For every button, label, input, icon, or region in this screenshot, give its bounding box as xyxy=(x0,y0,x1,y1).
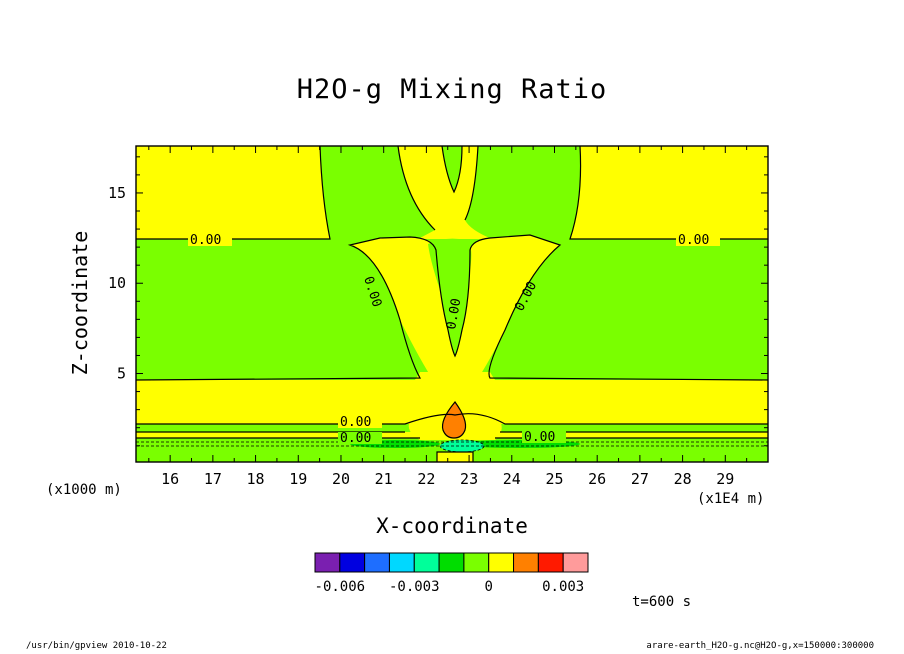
x-scale-label: (x1E4 m) xyxy=(697,491,765,507)
chart-title: H2O-g Mixing Ratio xyxy=(296,74,608,105)
contour-label: 0.00 xyxy=(340,431,371,446)
clabel-bg-2 xyxy=(676,232,720,246)
y-tick-label: 5 xyxy=(117,365,126,383)
plot-frame xyxy=(135,145,769,463)
colorbar-swatch xyxy=(413,552,440,573)
colorbar-swatch xyxy=(364,552,390,573)
contour-label: 0.00 xyxy=(340,415,371,430)
colorbar-label: -0.006 xyxy=(315,579,366,595)
x-tick-label: 27 xyxy=(631,470,649,488)
contour-line-top-tongue xyxy=(441,146,463,194)
x-axis: 16 17 18 19 20 21 22 23 24 25 26 27 28 29 xyxy=(148,146,748,488)
x-tick-label: 20 xyxy=(332,470,350,488)
fill-yellow-v-base xyxy=(390,372,520,405)
contour-line-2.4km xyxy=(136,413,768,425)
fill-green-upper-column xyxy=(320,146,435,239)
x-tick-label: 22 xyxy=(417,470,435,488)
colorbar-swatch xyxy=(388,552,415,573)
contour-label: 0.00 xyxy=(678,233,709,248)
x-tick-label: 24 xyxy=(503,470,521,488)
clabel-bg-5 xyxy=(522,431,566,443)
contour-label: 0.00 xyxy=(190,233,221,248)
colorbar-swatch xyxy=(438,552,465,573)
clabel-bg-4 xyxy=(338,432,382,444)
colorbar-label: 0 xyxy=(485,579,493,595)
contour-line-5km xyxy=(136,234,768,381)
x-tick-label: 26 xyxy=(588,470,606,488)
x-unit-label: (x1000 m) xyxy=(46,482,122,498)
x-tick-label: 16 xyxy=(161,470,179,488)
x-tick-label: 18 xyxy=(247,470,265,488)
time-label: t=600 s xyxy=(632,594,692,610)
fill-green-upper-column-right xyxy=(465,146,581,239)
contour-dashed-center xyxy=(439,439,485,453)
fill-yellow-bottom-patch xyxy=(437,452,473,462)
y-tick-label: 10 xyxy=(108,274,126,292)
contour-lines-dashed xyxy=(136,439,768,453)
colorbar-swatch xyxy=(463,552,490,573)
footer-source: arare-earth_H2O-g.nc@H2O-g,x=150000:3000… xyxy=(646,641,874,651)
colorbar-swatch xyxy=(513,552,539,573)
colorbar-swatch xyxy=(537,552,564,573)
x-tick-label: 25 xyxy=(545,470,563,488)
x-tick-label: 28 xyxy=(674,470,692,488)
clabel-bg-1 xyxy=(188,232,232,246)
fill-green-top-tongue xyxy=(442,146,462,192)
colorbar-swatch xyxy=(488,552,515,573)
colorbar-swatch xyxy=(339,552,366,573)
footer-command: /usr/bin/gpview 2010-10-22 xyxy=(26,641,167,651)
x-tick-label: 23 xyxy=(460,470,478,488)
colorbar-swatch xyxy=(314,552,341,573)
x-tick-label: 17 xyxy=(204,470,222,488)
contour-label: 0.00 xyxy=(524,430,555,445)
x-axis-label: X-coordinate xyxy=(376,514,528,538)
colorbar-swatch xyxy=(562,552,589,573)
y-tick-label: 15 xyxy=(108,184,126,202)
colorbar: -0.006 -0.003 0 0.003 xyxy=(314,552,589,595)
x-tick-label: 29 xyxy=(716,470,734,488)
y-axis: 5 10 15 xyxy=(108,156,768,447)
contour-line-12km xyxy=(136,146,768,240)
colorbar-label: -0.003 xyxy=(389,579,440,595)
x-tick-label: 19 xyxy=(289,470,307,488)
fill-yellow-v xyxy=(350,235,560,390)
x-tick-label: 21 xyxy=(375,470,393,488)
fill-green-tongue xyxy=(428,238,472,358)
contour-line-orange xyxy=(441,401,467,439)
colorbar-label: 0.003 xyxy=(542,579,584,595)
clabel-bg-3 xyxy=(338,416,382,428)
fill-orange-drop xyxy=(442,402,466,438)
contour-label: 0.00 xyxy=(444,297,464,330)
contour-fills xyxy=(136,146,768,462)
